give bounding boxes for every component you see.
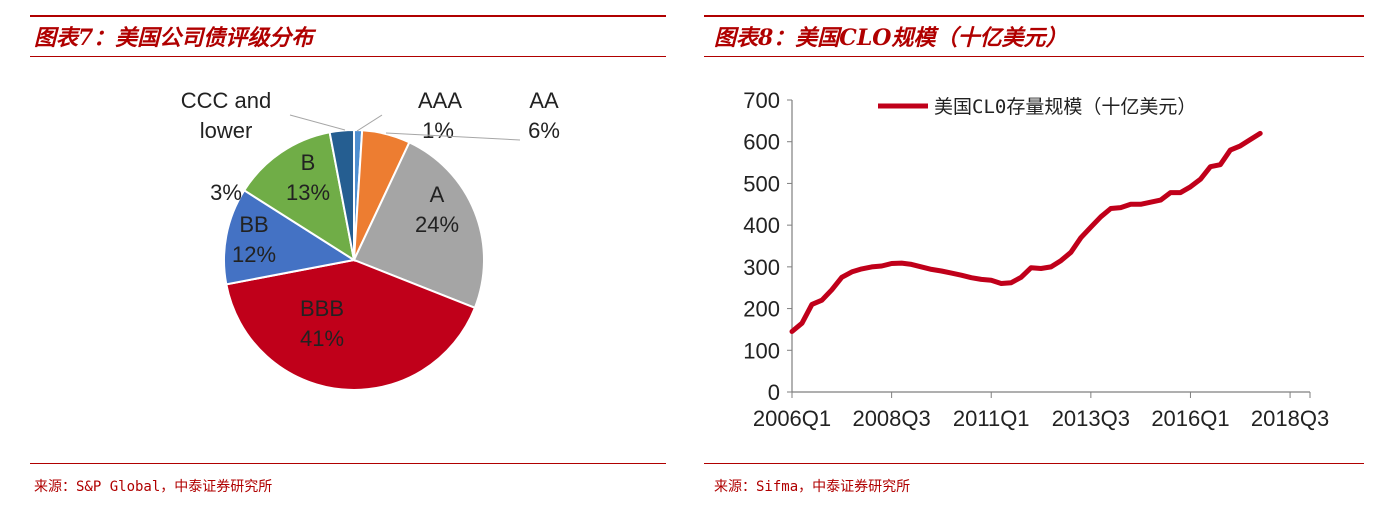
pie-label-ccc-and-lower-line2: lower: [200, 118, 253, 143]
y-tick-label: 0: [768, 380, 780, 405]
pie-leader-aaa: [356, 114, 383, 132]
right-source-note: 来源：Sifma，中泰证券研究所: [714, 479, 911, 495]
y-tick-label: 500: [743, 171, 780, 196]
y-tick-label: 600: [743, 130, 780, 155]
pie-pct-aaa: 1%: [422, 118, 454, 143]
pie-pct-bb: 12%: [232, 242, 276, 267]
left-chart-title: 图表7：美国公司债评级分布: [34, 25, 314, 51]
pie-label-a: A: [430, 182, 445, 207]
pie-slice-a: [352, 141, 485, 310]
pie-pct-b: 13%: [286, 180, 330, 205]
y-tick-label: 700: [743, 88, 780, 113]
y-tick-label: 200: [743, 297, 780, 322]
y-tick-label: 300: [743, 255, 780, 280]
pie-pct-aa: 6%: [528, 118, 560, 143]
left-bottom-rule: [30, 463, 666, 464]
right-top-rule: [704, 15, 1364, 17]
pie-leader-ccc-and-lower: [289, 114, 346, 131]
pie-label-aa: AA: [529, 88, 559, 113]
pie-chart: AAA 1% AA 6% A 24% BBB 41% BB 12% B 13% CCC and lower…: [181, 88, 560, 391]
pie-label-b: B: [301, 150, 316, 175]
pie-label-bbb: BBB: [300, 296, 344, 321]
y-tick-label: 400: [743, 213, 780, 238]
right-chart-title: 图表8：美国CLO规模（十亿美元）: [714, 25, 1068, 51]
line-chart: 0 100 200 300 400 500 600 700 2006Q1 2008Q3 2011Q1…: [743, 88, 1329, 431]
pie-label-bb: BB: [239, 212, 268, 237]
left-top-rule: [30, 15, 666, 17]
right-bottom-rule: [704, 463, 1364, 464]
series-line-clo-outstanding: [789, 130, 1263, 334]
pie-pct-ccc-and-lower: 3%: [210, 180, 242, 205]
pie-pct-bbb: 41%: [300, 326, 344, 351]
x-tick-label: 2006Q1: [753, 406, 831, 431]
legend-label: 美国CL0存量规模（十亿美元）: [934, 96, 1196, 118]
pie-label-aaa: AAA: [418, 88, 462, 113]
pie-pct-a: 24%: [415, 212, 459, 237]
right-panel: 图表8：美国CLO规模（十亿美元） 0 100 200 300 400 500 600 700…: [690, 0, 1380, 514]
pie-label-ccc-and-lower-line1: CCC and: [181, 88, 271, 113]
left-title-rule: [30, 56, 666, 57]
x-tick-label: 2013Q3: [1052, 406, 1130, 431]
x-tick-label: 2008Q3: [852, 406, 930, 431]
y-tick-label: 100: [743, 338, 780, 363]
x-tick-label: 2011Q1: [953, 406, 1030, 431]
left-source-note: 来源：S&P Global，中泰证券研究所: [34, 479, 273, 495]
left-panel: 图表7：美国公司债评级分布 AAA 1% AA 6% A 24% BBB 41% BB 12% B 1…: [30, 15, 666, 495]
x-tick-label: 2018Q3: [1251, 406, 1329, 431]
pie-leader-aa: [385, 132, 521, 141]
pie-slice-bb: [223, 188, 357, 286]
pie-slice-bbb: [225, 258, 477, 391]
x-tick-label: 2016Q1: [1151, 406, 1229, 431]
pie-slice-ccc-and-lower: [328, 128, 355, 261]
pie-slice-b: [242, 131, 356, 263]
right-title-rule: [704, 56, 1364, 57]
